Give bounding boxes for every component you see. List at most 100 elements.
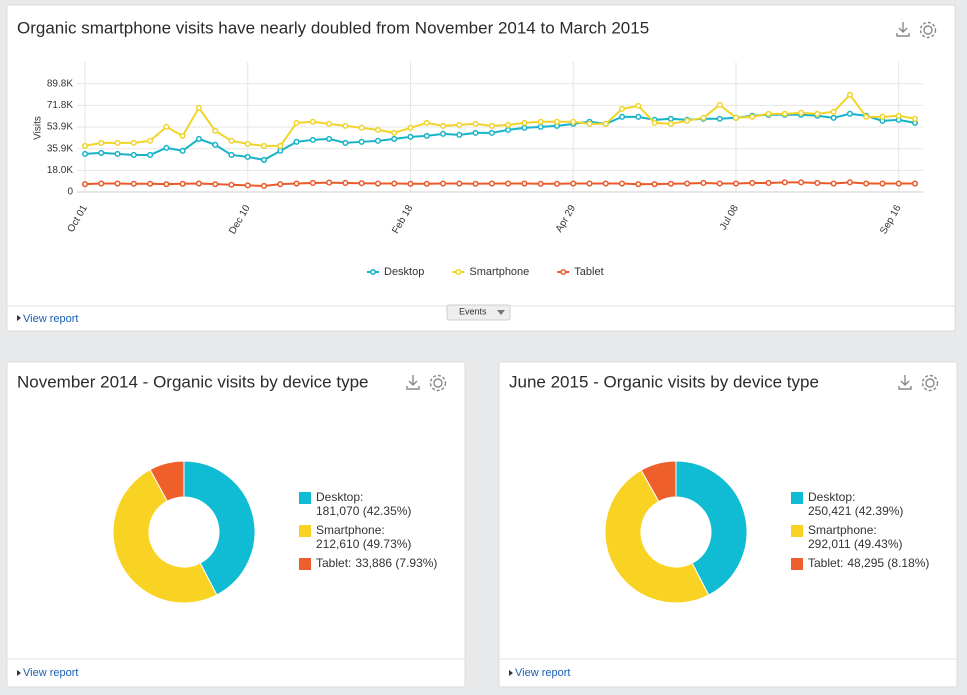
settings-icon-gear — [919, 21, 937, 39]
data-point — [179, 132, 186, 139]
data-point — [374, 180, 381, 187]
data-point — [521, 180, 528, 187]
panel — [6, 361, 466, 688]
data-point — [147, 180, 154, 187]
data-point — [212, 181, 219, 188]
data-point — [879, 113, 886, 120]
data-point — [846, 110, 853, 117]
data-point — [716, 115, 723, 122]
settings-icon[interactable] — [433, 378, 443, 388]
data-point — [407, 180, 414, 187]
events-label[interactable]: Events — [459, 306, 487, 316]
data-point — [684, 180, 691, 187]
legend-value: 48,295 (8.18%) — [847, 556, 929, 570]
data-point — [228, 181, 235, 188]
data-point — [391, 180, 398, 187]
data-point — [472, 120, 479, 127]
data-point — [163, 144, 170, 151]
data-point — [732, 180, 740, 187]
legend-label: Smartphone: — [808, 523, 877, 537]
data-point — [716, 180, 723, 187]
data-point — [472, 180, 479, 187]
panel — [6, 4, 956, 332]
data-point — [830, 180, 837, 187]
data-point — [667, 180, 674, 187]
data-point — [911, 180, 919, 187]
data-point — [619, 180, 626, 187]
legend-swatch — [791, 525, 803, 537]
data-point — [179, 180, 186, 187]
legend-swatch — [791, 558, 803, 570]
data-point — [309, 118, 316, 125]
data-point — [81, 142, 89, 149]
data-point — [293, 119, 300, 126]
data-point — [472, 129, 479, 136]
legend-value: 33,886 (7.93%) — [355, 556, 437, 570]
data-point — [537, 123, 544, 130]
legend-label: Desktop: — [316, 490, 363, 504]
data-point — [309, 179, 316, 187]
data-point — [749, 179, 756, 187]
data-point — [488, 122, 495, 129]
settings-icon[interactable] — [923, 25, 933, 35]
download-icon[interactable] — [898, 375, 912, 390]
events-button[interactable] — [446, 304, 511, 321]
y-tick-label: 0 — [67, 187, 73, 198]
data-point — [521, 119, 528, 126]
data-point — [358, 124, 365, 131]
data-point — [765, 110, 772, 117]
data-point — [456, 180, 463, 187]
data-point — [700, 179, 707, 187]
data-point — [879, 180, 886, 187]
legend-swatch — [791, 492, 803, 504]
data-point — [439, 130, 447, 137]
data-point — [244, 153, 251, 160]
download-icon[interactable] — [406, 375, 420, 390]
donut-slice — [675, 460, 748, 596]
data-point — [147, 137, 154, 144]
legend-swatch — [299, 558, 311, 570]
data-point — [814, 179, 821, 187]
legend-value: 212,610 (49.73%) — [316, 537, 411, 551]
view-report-link[interactable]: View report — [23, 667, 78, 679]
settings-icon[interactable] — [925, 378, 935, 388]
data-point — [260, 182, 268, 190]
legend-value: 181,070 (42.35%) — [316, 504, 411, 518]
donut-slice — [604, 469, 710, 604]
data-point — [293, 180, 300, 187]
legend-label: Smartphone: — [316, 523, 385, 537]
chart-title: Organic smartphone visits have nearly do… — [17, 18, 649, 37]
data-point — [260, 142, 268, 149]
data-point — [537, 180, 544, 187]
data-point — [212, 127, 219, 134]
data-point — [228, 151, 235, 159]
data-point — [407, 133, 414, 140]
data-point — [863, 180, 870, 187]
data-point — [553, 118, 561, 125]
data-point — [553, 180, 561, 187]
legend-value: 250,421 (42.39%) — [808, 504, 903, 518]
data-point — [130, 180, 137, 187]
download-icon[interactable] — [896, 22, 910, 37]
legend-label: Tablet: — [808, 556, 843, 570]
view-report-link[interactable]: View report — [23, 313, 78, 325]
data-point — [423, 132, 430, 139]
legend-swatch-dot — [455, 268, 462, 276]
data-point — [635, 113, 642, 120]
data-point — [391, 135, 398, 142]
data-point — [488, 129, 495, 136]
data-point — [407, 124, 414, 131]
legend-label: Desktop — [384, 266, 424, 278]
data-point — [521, 124, 528, 131]
settings-icon-gear — [921, 374, 939, 392]
data-point — [830, 108, 837, 115]
data-point — [895, 180, 902, 187]
data-point — [732, 114, 740, 121]
view-report-link[interactable]: View report — [515, 667, 570, 679]
data-point — [602, 120, 609, 127]
data-point — [586, 120, 593, 127]
legend-swatch — [299, 525, 311, 537]
data-point — [814, 110, 821, 117]
